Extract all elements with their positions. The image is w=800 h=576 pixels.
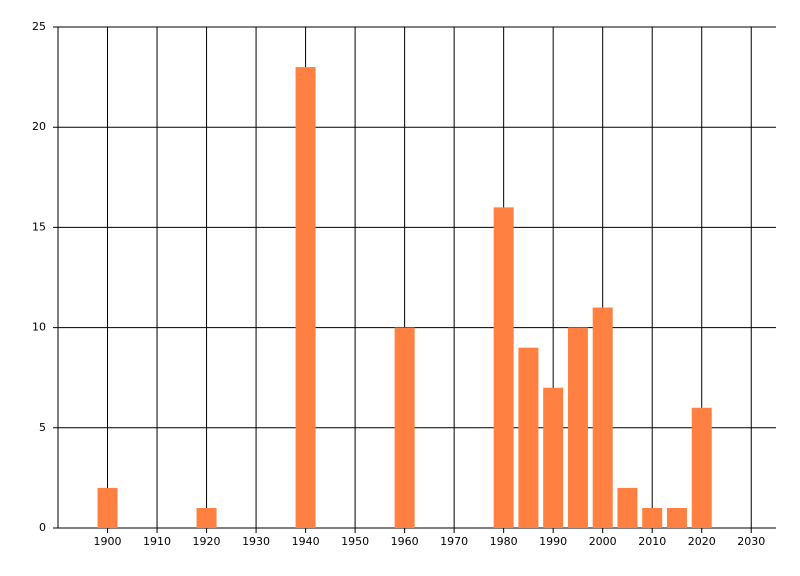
bar [295,67,316,528]
x-tick-label: 2000 [589,535,617,548]
x-tick-label: 1950 [341,535,369,548]
x-tick-label: 1910 [143,535,171,548]
bar [691,407,712,528]
bar [493,207,514,529]
bar [617,487,638,528]
bar [567,327,588,528]
x-tick-label: 1980 [490,535,518,548]
x-tick-label: 1900 [94,535,122,548]
x-tick-label: 1940 [292,535,320,548]
bar [642,507,663,528]
bar [196,507,217,528]
y-tick-label: 0 [39,521,46,534]
x-tick-label: 1970 [440,535,468,548]
x-tick-label: 1920 [193,535,221,548]
x-tick-label: 2020 [688,535,716,548]
bar [394,327,415,528]
y-tick-label: 20 [32,120,46,133]
y-tick-label: 25 [32,20,46,33]
y-tick-label: 15 [32,220,46,233]
bar [518,347,539,528]
bar [592,307,613,528]
y-tick-label: 5 [39,421,46,434]
bar [666,507,687,528]
y-tick-label: 10 [32,321,46,334]
x-tick-label: 1960 [391,535,419,548]
bar [543,387,564,528]
x-tick-label: 1930 [242,535,270,548]
x-tick-label: 2030 [737,535,765,548]
bar [97,487,118,528]
x-tick-label: 2010 [638,535,666,548]
x-tick-label: 1990 [539,535,567,548]
